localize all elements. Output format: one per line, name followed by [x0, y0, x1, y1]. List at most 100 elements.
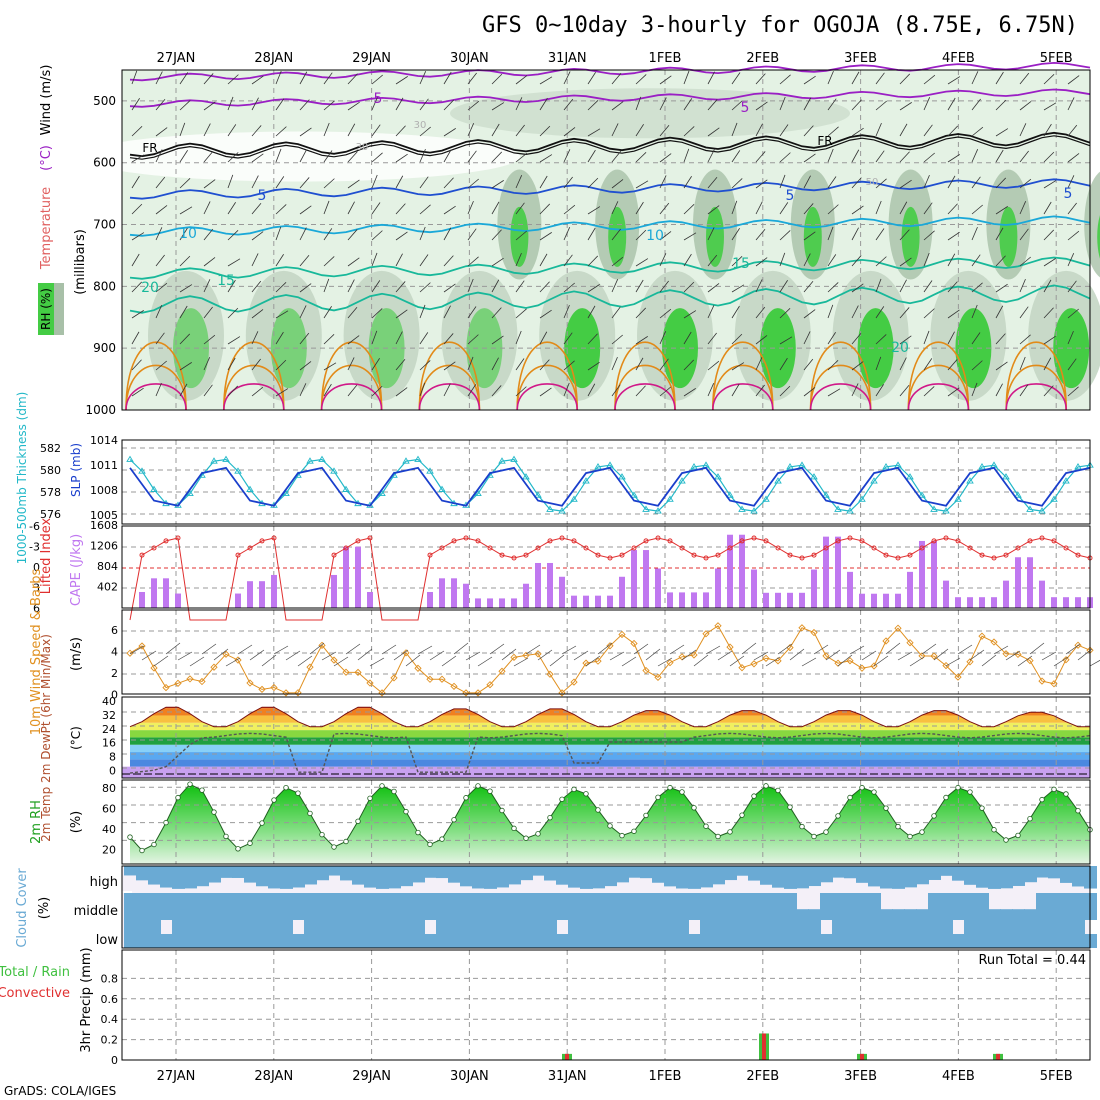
cloud-bar-high — [652, 866, 665, 883]
cloud-bar-middle — [412, 893, 425, 920]
lifted-index-point — [559, 535, 565, 541]
cloud-bar-low — [436, 920, 449, 948]
rh-point — [931, 813, 937, 819]
wind-barb — [563, 360, 575, 371]
cloud-bar-middle — [352, 893, 365, 920]
wind-barb — [611, 123, 619, 137]
wind-speed-point — [1050, 680, 1058, 688]
cloud-bar-high — [436, 866, 449, 879]
wind-barb — [467, 278, 474, 293]
cloud-bar-high — [604, 866, 617, 887]
wind-barb — [371, 308, 383, 319]
wind-barb — [707, 305, 715, 319]
wind-barb — [227, 74, 239, 85]
thickness-point — [342, 485, 350, 492]
thickness-point — [138, 467, 146, 474]
wind-barb — [779, 96, 786, 111]
wind-speed-point — [126, 649, 134, 657]
cloud-bar-middle — [448, 893, 461, 920]
wind-barb — [179, 284, 193, 293]
wind-barb — [323, 362, 337, 371]
rh-point — [787, 804, 793, 810]
cape-bar — [1051, 597, 1057, 608]
precip-legend-total: Total / Rain — [0, 965, 70, 980]
wind-barb — [371, 152, 383, 163]
rh-point — [871, 789, 877, 795]
cloud-bar-middle — [1024, 909, 1037, 920]
wind-barb — [995, 255, 1006, 267]
cloud-bar-low — [148, 920, 161, 948]
wind-speed-point — [558, 689, 566, 697]
wind-barb — [1067, 175, 1075, 189]
cloud-bar-low — [328, 920, 341, 948]
temperature-arch — [125, 364, 187, 411]
rh-point — [451, 817, 457, 823]
date-label-bottom: 4FEB — [942, 1069, 975, 1084]
wind-barb — [635, 357, 644, 371]
rh-point — [331, 844, 337, 850]
wind-barb — [405, 654, 421, 667]
cloud-level-label: low — [96, 933, 119, 948]
wind-barb — [467, 228, 477, 241]
rh-point — [271, 797, 277, 803]
wind-barb — [789, 648, 805, 661]
rh-point — [835, 813, 841, 819]
rh-legend-label: RH (%) — [39, 288, 53, 330]
wind-barb — [467, 100, 480, 111]
wind-barb — [659, 125, 670, 137]
wind-barb — [635, 279, 644, 293]
lifted-index-point — [547, 538, 553, 544]
wind-barb — [179, 305, 188, 319]
wind-barb — [467, 200, 474, 215]
wind10m-unit: (m/s) — [69, 637, 84, 671]
wind-barb — [443, 227, 452, 241]
wind-barb — [227, 357, 236, 371]
cloud-bar-low — [124, 920, 137, 948]
thickness-point — [666, 495, 674, 502]
rh-point — [1027, 816, 1033, 822]
wind-barb — [995, 361, 1008, 371]
wind-barb — [155, 332, 165, 345]
lifted-index-line — [129, 537, 1091, 621]
cloud-bar-middle — [700, 893, 713, 920]
panel-frame — [121, 525, 1091, 609]
cloud-bar-middle — [736, 893, 749, 920]
contour-label: 50 — [866, 177, 879, 188]
wind-barb — [659, 386, 671, 397]
li-tick-label: -3 — [29, 541, 40, 554]
wind-speed-point — [642, 666, 650, 675]
wind-barb — [683, 310, 697, 319]
wind-barb — [971, 71, 979, 85]
cloud-bar-low — [532, 920, 545, 948]
cape-bar — [1075, 597, 1081, 608]
cloud-bar-high — [352, 866, 365, 885]
precip-bar-convective — [996, 1053, 1000, 1060]
wind-barb — [309, 642, 325, 655]
wind-speed-point — [1062, 656, 1070, 664]
thickness-point — [534, 491, 542, 498]
wind-barb — [971, 204, 983, 215]
cape-bar — [175, 593, 181, 608]
cape-bar — [895, 593, 901, 608]
rh-point — [463, 795, 469, 801]
wind-speed-point — [798, 624, 806, 632]
wind-barb — [131, 98, 140, 111]
cape-bar — [139, 591, 145, 608]
wind-barb — [489, 643, 505, 655]
wind-barb — [131, 203, 143, 215]
wind-barb — [683, 253, 692, 267]
wind-barb — [851, 127, 864, 137]
wind-barb — [779, 124, 789, 137]
cloud-bar-low — [460, 920, 473, 948]
wind-barb — [251, 125, 262, 137]
wind-speed-point — [906, 639, 914, 647]
wind-barb — [179, 122, 186, 137]
lifted-index-point — [751, 535, 757, 541]
wind-barb — [659, 331, 667, 345]
wind-barb — [875, 256, 887, 267]
temperature-arch — [223, 364, 285, 411]
wind-barb — [1043, 335, 1056, 345]
cloud-bar-low — [868, 920, 881, 948]
wind-barb — [347, 307, 358, 319]
wind-barb — [803, 97, 812, 111]
